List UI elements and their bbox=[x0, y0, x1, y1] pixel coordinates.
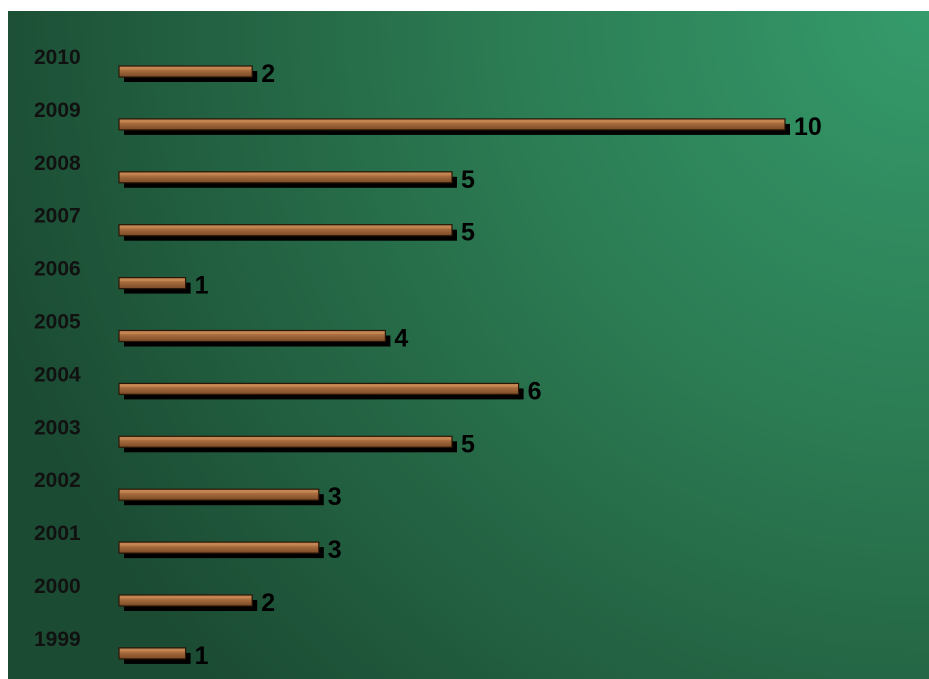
bar bbox=[118, 171, 453, 184]
category-label: 2008 bbox=[34, 152, 81, 175]
bar-group-1999: 1999 1 bbox=[34, 628, 209, 670]
value-label: 2 bbox=[261, 589, 275, 617]
bar bbox=[118, 65, 253, 78]
bar-group-2007: 2007 5 bbox=[34, 205, 475, 247]
bar-group-2002: 2002 3 bbox=[34, 469, 342, 511]
category-label: 2002 bbox=[34, 469, 81, 492]
bar-highlight bbox=[120, 173, 451, 176]
bar-chart: 2010 2 2009 10 2008 5 2007 5 2006 1 2005 4 2004 6 2003… bbox=[8, 11, 929, 679]
bar bbox=[118, 541, 320, 554]
value-label: 5 bbox=[461, 166, 475, 194]
bar-highlight bbox=[120, 490, 318, 493]
category-label: 2006 bbox=[34, 258, 81, 281]
value-label: 4 bbox=[394, 325, 408, 353]
bar bbox=[118, 224, 453, 237]
bar-group-2004: 2004 6 bbox=[34, 363, 542, 405]
value-label: 5 bbox=[461, 430, 475, 458]
value-label: 5 bbox=[461, 219, 475, 247]
value-label: 3 bbox=[328, 536, 342, 564]
bar-highlight bbox=[120, 543, 318, 546]
value-label: 2 bbox=[261, 60, 275, 88]
category-label: 2009 bbox=[34, 99, 81, 122]
bar-highlight bbox=[120, 226, 451, 229]
bar-highlight bbox=[120, 384, 518, 387]
category-label: 2003 bbox=[34, 416, 81, 439]
bar bbox=[118, 277, 187, 290]
bar-highlight bbox=[120, 437, 451, 440]
bar-group-2006: 2006 1 bbox=[34, 258, 209, 300]
bar bbox=[118, 329, 386, 343]
chart-frame: 2010 2 2009 10 2008 5 2007 5 2006 1 2005 4 2004 6 2003… bbox=[8, 11, 929, 679]
bar bbox=[118, 647, 187, 660]
bar-highlight bbox=[120, 67, 252, 70]
bar-group-2009: 2009 10 bbox=[34, 99, 822, 141]
category-label: 2001 bbox=[34, 522, 81, 545]
bar bbox=[118, 594, 253, 607]
category-label: 2005 bbox=[34, 311, 81, 334]
bar-group-2000: 2000 2 bbox=[34, 575, 275, 617]
bar-highlight bbox=[120, 279, 185, 282]
bar bbox=[118, 382, 520, 395]
value-label: 1 bbox=[195, 272, 209, 300]
bars-layer: 2010 2 2009 10 2008 5 2007 5 2006 1 2005 4 2004 6 2003… bbox=[34, 46, 822, 670]
bar bbox=[118, 435, 453, 448]
value-label: 3 bbox=[328, 483, 342, 511]
value-label: 10 bbox=[794, 113, 822, 141]
bar-highlight bbox=[120, 596, 252, 599]
category-label: 2010 bbox=[34, 46, 81, 69]
category-label: 1999 bbox=[34, 628, 81, 651]
category-label: 2004 bbox=[34, 363, 81, 386]
bar bbox=[118, 118, 786, 131]
value-label: 1 bbox=[195, 642, 209, 670]
category-label: 2007 bbox=[34, 205, 81, 228]
bar-group-2005: 2005 4 bbox=[34, 311, 408, 353]
bar-highlight bbox=[120, 120, 784, 123]
bar-highlight bbox=[120, 332, 385, 334]
value-label: 6 bbox=[528, 377, 542, 405]
bar-group-2008: 2008 5 bbox=[34, 152, 475, 194]
bar-group-2001: 2001 3 bbox=[34, 522, 342, 564]
bar bbox=[118, 488, 320, 501]
bar-highlight bbox=[120, 649, 185, 652]
bar-group-2003: 2003 5 bbox=[34, 416, 475, 458]
category-label: 2000 bbox=[34, 575, 81, 598]
bar-group-2010: 2010 2 bbox=[34, 46, 275, 88]
